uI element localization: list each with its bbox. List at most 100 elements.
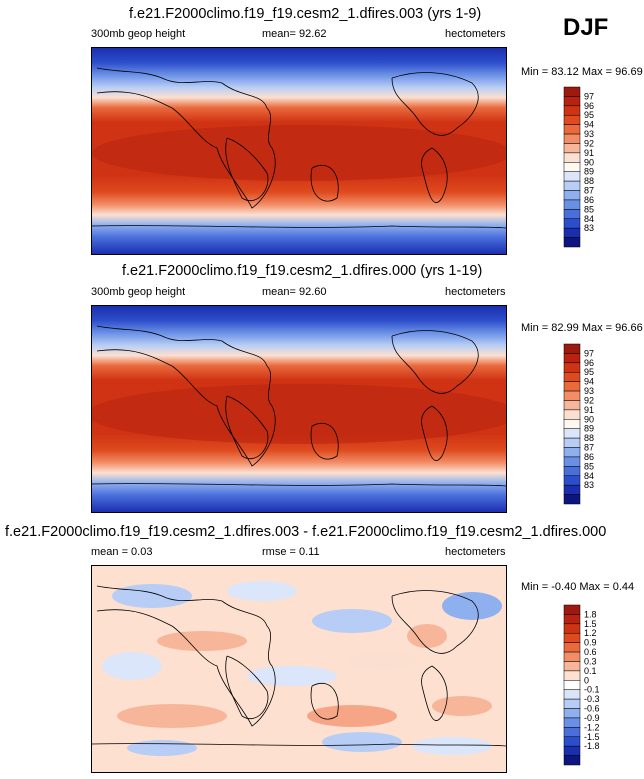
colorbar-swatch bbox=[563, 371, 581, 382]
colorbar-swatch bbox=[563, 86, 581, 97]
colorbar-tick-label: 83 bbox=[584, 223, 594, 233]
colorbar-tick-label: 92 bbox=[584, 138, 594, 148]
colorbar-swatch bbox=[563, 745, 581, 756]
colorbar-tick-label: 1.8 bbox=[584, 609, 597, 619]
colorbar-swatch bbox=[563, 143, 581, 154]
panel-1-variable-label: 300mb geop height bbox=[91, 28, 186, 40]
colorbar-swatch bbox=[563, 437, 581, 448]
colorbar-swatch bbox=[563, 237, 581, 248]
colorbar-tick-label: 86 bbox=[584, 452, 594, 462]
colorbar-tick-label: -0.3 bbox=[584, 694, 600, 704]
colorbar-tick-label: 95 bbox=[584, 367, 594, 377]
colorbar-tick-label: 0.6 bbox=[584, 647, 597, 657]
colorbar-swatch bbox=[563, 475, 581, 486]
colorbar-swatch bbox=[563, 353, 581, 364]
colorbar-tick-label: 0.3 bbox=[584, 656, 597, 666]
colorbar-tick-label: 87 bbox=[584, 443, 594, 453]
colorbar-tick-label: 86 bbox=[584, 195, 594, 205]
panel-3-mean-label: mean = 0.03 bbox=[91, 546, 153, 558]
colorbar-tick-label: -0.9 bbox=[584, 713, 600, 723]
colorbar-swatch bbox=[563, 409, 581, 420]
colorbar-swatch bbox=[563, 124, 581, 135]
colorbar-swatch bbox=[563, 642, 581, 653]
colorbar-swatch bbox=[563, 400, 581, 411]
panel-1-map bbox=[91, 47, 507, 255]
colorbar-swatch bbox=[563, 190, 581, 201]
colorbar-tick-label: 94 bbox=[584, 120, 594, 130]
panel-2-colorbar: 97 96 95 94 93 92 91 90 89 88 87 86 85 84 83 bbox=[563, 343, 604, 506]
colorbar-swatch bbox=[563, 727, 581, 738]
colorbar-tick-label: 87 bbox=[584, 186, 594, 196]
colorbar-swatch bbox=[563, 343, 581, 354]
colorbar-swatch bbox=[563, 227, 581, 238]
colorbar-swatch bbox=[563, 614, 581, 625]
colorbar-tick-label: 91 bbox=[584, 405, 594, 415]
colorbar-swatch bbox=[563, 466, 581, 477]
colorbar-swatch bbox=[563, 96, 581, 107]
colorbar-tick-label: 91 bbox=[584, 148, 594, 158]
colorbar-tick-label: 88 bbox=[584, 433, 594, 443]
colorbar-swatch bbox=[563, 689, 581, 700]
colorbar-tick-label: 84 bbox=[584, 214, 594, 224]
colorbar-tick-label: 93 bbox=[584, 129, 594, 139]
season-label: DJF bbox=[563, 14, 609, 41]
colorbar-swatch bbox=[563, 390, 581, 401]
panel-2-title: f.e21.F2000climo.f19_f19.cesm2_1.dfires.… bbox=[122, 263, 483, 279]
panel-3-coastlines bbox=[92, 585, 506, 747]
panel-2-units-label: hectometers bbox=[445, 286, 506, 298]
colorbar-tick-label: 85 bbox=[584, 204, 594, 214]
colorbar-swatch bbox=[563, 494, 581, 505]
panel-3-map bbox=[91, 565, 507, 773]
colorbar-swatch bbox=[563, 162, 581, 172]
panel-1-units-label: hectometers bbox=[445, 28, 506, 40]
panel-1-mean-label: mean= 92.62 bbox=[262, 28, 327, 40]
panel-1-coastlines bbox=[92, 67, 506, 229]
colorbar-tick-label: 96 bbox=[584, 101, 594, 111]
colorbar-swatch bbox=[563, 428, 581, 439]
colorbar-tick-label: 89 bbox=[584, 424, 594, 434]
colorbar-swatch bbox=[563, 698, 581, 709]
colorbar-tick-label: 0.1 bbox=[584, 666, 597, 676]
colorbar-swatch bbox=[563, 180, 581, 191]
colorbar-tick-label: 84 bbox=[584, 471, 594, 481]
panel-1-map-svg bbox=[92, 48, 506, 254]
colorbar-tick-label: 90 bbox=[584, 414, 594, 424]
colorbar-tick-label: 95 bbox=[584, 110, 594, 120]
colorbar-tick-label: 89 bbox=[584, 167, 594, 177]
colorbar-tick-label: 93 bbox=[584, 386, 594, 396]
colorbar-tick-label: 96 bbox=[584, 358, 594, 368]
colorbar-tick-label: 1.2 bbox=[584, 628, 597, 638]
colorbar-swatch bbox=[563, 133, 581, 144]
panel-3-colorbar-svg: 1.81.51.20.90.60.30.10-0.1-0.3-0.6-0.9-1… bbox=[563, 604, 600, 766]
colorbar-tick-label: 0.9 bbox=[584, 638, 597, 648]
colorbar-tick-label: 85 bbox=[584, 461, 594, 471]
colorbar-tick-label: 88 bbox=[584, 176, 594, 186]
colorbar-tick-label: 92 bbox=[584, 395, 594, 405]
panel-3-rmse-label: rmse = 0.11 bbox=[262, 546, 320, 558]
colorbar-swatch bbox=[563, 114, 581, 125]
colorbar-tick-label: 90 bbox=[584, 157, 594, 167]
panel-3-colorbar: 1.8 1.5 1.2 0.9 0.6 0.3 0.1 0 -0.1 -0.3 -0.6 -0.9 -1… bbox=[556, 604, 604, 767]
colorbar-tick-label: 94 bbox=[584, 377, 594, 387]
colorbar-swatch bbox=[563, 717, 581, 728]
colorbar-swatch bbox=[563, 218, 581, 229]
colorbar-swatch bbox=[563, 209, 581, 220]
panel-2-minmax: Min = 82.99 Max = 96.66 bbox=[521, 322, 643, 334]
panel-3-units-label: hectometers bbox=[445, 546, 506, 558]
colorbar-swatch bbox=[563, 736, 581, 747]
colorbar-swatch bbox=[563, 661, 581, 672]
colorbar-swatch bbox=[563, 651, 581, 662]
colorbar-swatch bbox=[563, 152, 581, 163]
panel-3-map-svg bbox=[92, 566, 506, 772]
colorbar-swatch bbox=[563, 670, 581, 681]
colorbar-swatch bbox=[563, 623, 581, 634]
colorbar-swatch bbox=[563, 362, 581, 373]
panel-1-minmax: Min = 83.12 Max = 96.69 bbox=[521, 66, 643, 78]
colorbar-swatch bbox=[563, 708, 581, 719]
colorbar-swatch bbox=[563, 381, 581, 392]
colorbar-tick-label: -0.6 bbox=[584, 704, 600, 714]
panel-3-minmax: Min = -0.40 Max = 0.44 bbox=[521, 581, 635, 593]
panel-2-variable-label: 300mb geop height bbox=[91, 286, 186, 298]
